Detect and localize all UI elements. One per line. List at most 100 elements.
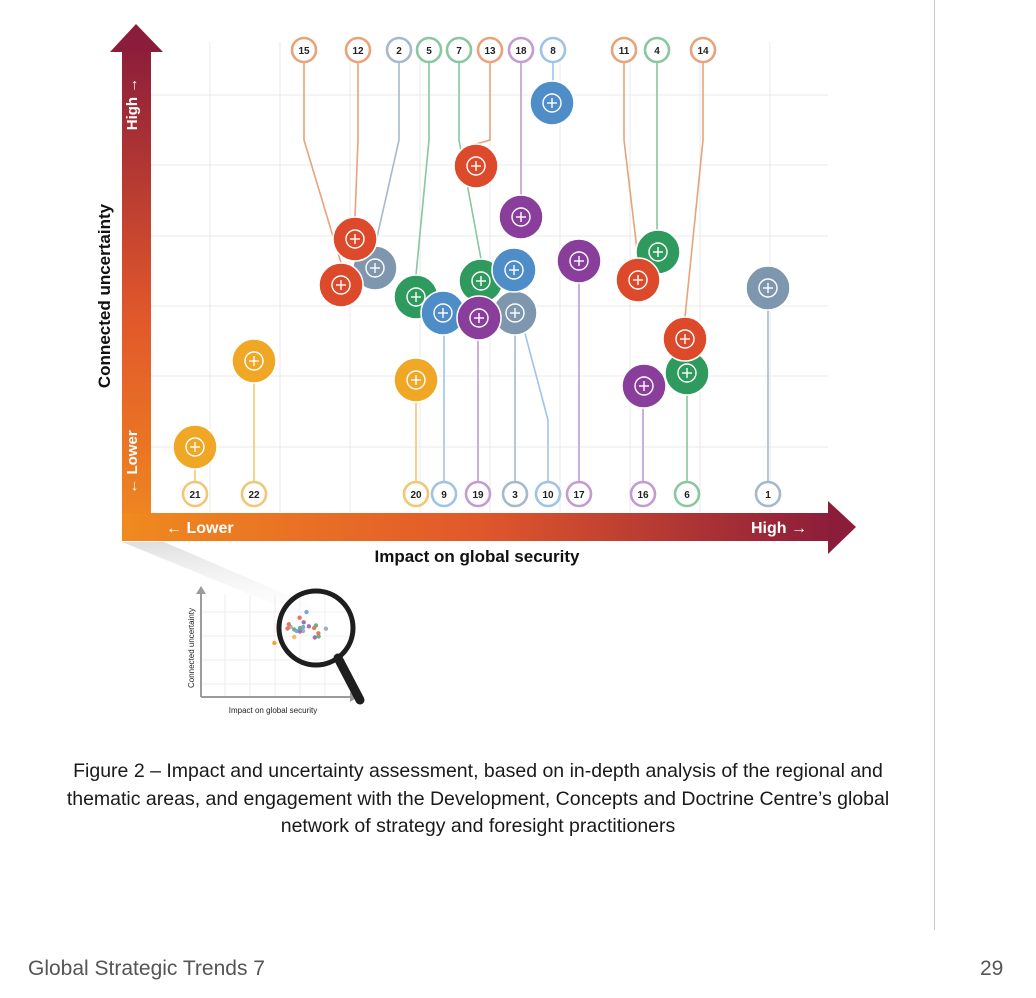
risk-point-11 <box>615 257 661 303</box>
item-label-12: 12 <box>344 36 372 64</box>
leader-line-2 <box>374 62 400 247</box>
x-axis-arrowhead <box>828 501 856 554</box>
globe-gear-icon <box>406 287 426 307</box>
item-label-ring <box>534 480 562 508</box>
item-label-ring <box>290 36 318 64</box>
robot-icon <box>542 93 562 113</box>
item-label-18: 18 <box>507 36 535 64</box>
icon-ring <box>331 275 351 295</box>
icon-ring <box>511 207 531 227</box>
item-label-4: 4 <box>643 36 671 64</box>
y-axis: High → ← Lower Connected uncertainty <box>95 24 163 540</box>
risk-point-10 <box>491 247 537 293</box>
icon-ring <box>504 260 524 280</box>
y-axis-arrowhead <box>110 24 163 52</box>
circuit-icon <box>433 303 453 323</box>
item-label-6: 6 <box>673 480 701 508</box>
icon-ring <box>675 329 695 349</box>
item-label-number: 8 <box>550 46 556 57</box>
item-label-ring <box>445 36 473 64</box>
item-label-3: 3 <box>501 480 529 508</box>
item-label-20: 20 <box>402 480 430 508</box>
item-label-number: 18 <box>515 46 527 57</box>
inset-dot <box>312 635 317 640</box>
figure-caption: Figure 2 – Impact and uncertainty assess… <box>66 760 890 837</box>
risk-point-15 <box>318 262 364 308</box>
leader-line-11 <box>623 62 639 259</box>
icon-ring <box>471 271 491 291</box>
cloud-globe-icon <box>504 260 524 280</box>
item-label-1: 1 <box>754 480 782 508</box>
risk-point-13 <box>453 143 499 189</box>
icon-ring <box>505 303 525 323</box>
item-label-ring <box>643 36 671 64</box>
icon-ring <box>634 376 654 396</box>
item-label-ring <box>629 480 657 508</box>
item-label-number: 10 <box>542 490 554 501</box>
item-label-number: 22 <box>248 490 260 501</box>
hands-globe-icon <box>675 329 695 349</box>
inset-dot <box>294 628 299 634</box>
item-label-number: 16 <box>637 490 649 501</box>
inset-dot <box>297 615 302 620</box>
inset-dot <box>301 620 306 625</box>
x-axis-low-label: ← Lower <box>166 520 234 537</box>
risk-point-21 <box>172 424 218 470</box>
inset-dot <box>297 629 303 634</box>
item-label-number: 21 <box>189 490 201 501</box>
item-label-number: 12 <box>352 46 364 57</box>
population-icon <box>406 370 426 390</box>
item-label-ring <box>181 480 209 508</box>
family-icon <box>331 275 351 295</box>
item-label-number: 3 <box>512 490 518 501</box>
item-label-number: 19 <box>472 490 484 501</box>
inset-dot <box>286 622 291 627</box>
leader-line-13 <box>475 62 491 145</box>
risk-points <box>172 80 791 470</box>
zoom-fan <box>122 542 357 625</box>
icon-ring <box>406 287 426 307</box>
x-axis: ← Lower High → Impact on global security <box>122 501 856 566</box>
risk-point-8 <box>529 80 575 126</box>
item-label-ring <box>673 480 701 508</box>
y-axis-high-label: High → <box>124 78 141 131</box>
item-label-ring <box>501 480 529 508</box>
leader-line-7 <box>458 62 482 260</box>
item-label-19: 19 <box>464 480 492 508</box>
item-label-11: 11 <box>610 36 638 64</box>
inset-y-label: Connected uncertainty <box>187 608 196 688</box>
item-label-ring <box>565 480 593 508</box>
icon-ring <box>185 437 205 457</box>
item-label-ring <box>385 36 413 64</box>
footprints-icon <box>634 376 654 396</box>
item-label-13: 13 <box>476 36 504 64</box>
nature-icon <box>471 271 491 291</box>
item-label-16: 16 <box>629 480 657 508</box>
risk-point-16 <box>621 363 667 409</box>
item-label-ring <box>240 480 268 508</box>
page-number: 29 <box>980 957 1004 980</box>
item-label-14: 14 <box>689 36 717 64</box>
item-label-15: 15 <box>290 36 318 64</box>
inset-dot <box>272 640 277 646</box>
item-label-2: 2 <box>385 36 413 64</box>
elderly-icon <box>185 437 205 457</box>
item-label-number: 11 <box>619 46 630 57</box>
icon-ring <box>365 258 385 278</box>
risk-point-20 <box>393 357 439 403</box>
icon-ring <box>758 278 778 298</box>
fingerprint-icon <box>505 303 525 323</box>
item-label-ring <box>476 36 504 64</box>
magnifier-handle <box>333 653 365 705</box>
temple-icon <box>244 351 264 371</box>
item-label-number: 4 <box>654 46 660 57</box>
item-label-number: 1 <box>765 490 771 501</box>
leader-line-5 <box>415 62 430 276</box>
footer-title: Global Strategic Trends 7 <box>28 957 265 980</box>
icon-ring <box>677 363 697 383</box>
scales-icon <box>469 308 489 328</box>
item-label-ring <box>507 36 535 64</box>
capitol-icon <box>511 207 531 227</box>
inset-dot <box>323 626 329 631</box>
item-number-labels: 15 12 2 5 7 13 18 8 11 4 14 21 22 20 9 19 3 10 17 16 6 1 <box>181 36 782 508</box>
